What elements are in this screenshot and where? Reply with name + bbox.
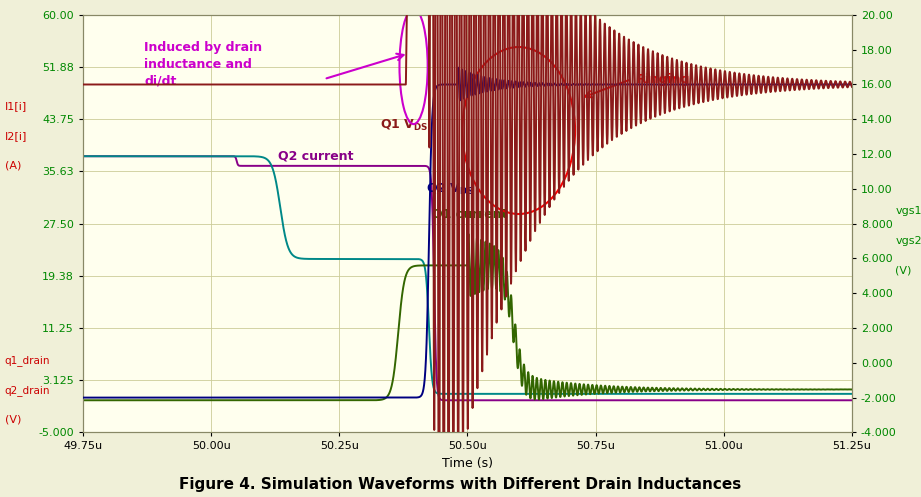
Text: vgs1: vgs1 [895, 206, 921, 216]
Text: Q2 $\mathbf{V_{DS}}$: Q2 $\mathbf{V_{DS}}$ [426, 182, 475, 197]
X-axis label: Time (s): Time (s) [442, 457, 493, 470]
Text: Figure 4. Simulation Waveforms with Different Drain Inductances: Figure 4. Simulation Waveforms with Diff… [180, 477, 741, 492]
Text: Q1 $\mathbf{V_{DS}}$: Q1 $\mathbf{V_{DS}}$ [380, 118, 428, 133]
Text: (A): (A) [5, 161, 21, 171]
Text: I1[i]: I1[i] [5, 101, 27, 111]
Text: Q1 current: Q1 current [432, 207, 507, 221]
Text: (V): (V) [895, 265, 912, 275]
Text: Ringing: Ringing [636, 73, 690, 85]
Text: I2[i]: I2[i] [5, 131, 27, 141]
Text: q2_drain: q2_drain [5, 385, 50, 396]
Text: q1_drain: q1_drain [5, 355, 50, 366]
Text: vgs2: vgs2 [895, 236, 921, 246]
Text: Induced by drain
inductance and
di/dt: Induced by drain inductance and di/dt [145, 41, 262, 87]
Text: Q2 current: Q2 current [278, 150, 354, 163]
Text: (V): (V) [5, 414, 21, 424]
